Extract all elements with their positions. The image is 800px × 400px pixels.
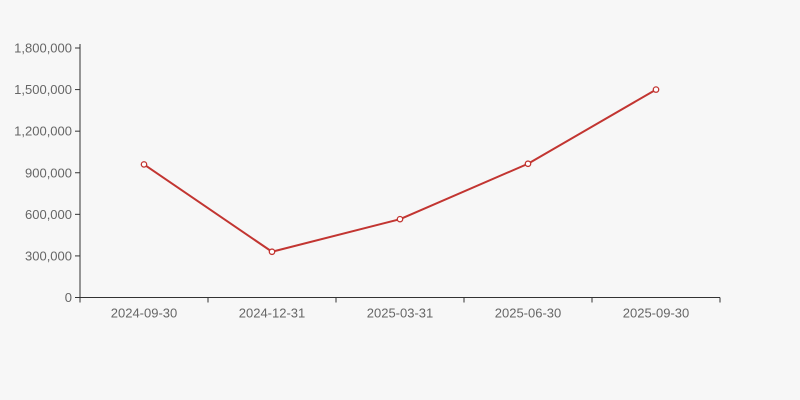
y-axis-tick-label: 1,200,000	[14, 124, 72, 139]
y-axis-tick-label: 1,800,000	[14, 41, 72, 56]
data-point-marker[interactable]	[524, 160, 532, 168]
data-point-marker[interactable]	[652, 86, 660, 93]
y-axis-tick-label: 300,000	[25, 248, 72, 263]
x-axis-tick-label: 2024-09-30	[111, 306, 178, 321]
x-axis-tick-label: 2024-12-31	[239, 306, 306, 321]
data-point-marker[interactable]	[396, 215, 404, 223]
series-line	[143, 88, 657, 253]
data-point-marker[interactable]	[268, 248, 276, 256]
x-axis-tick-label: 2025-09-30	[623, 306, 690, 321]
x-axis-tick-label: 2025-06-30	[495, 306, 562, 321]
x-axis-tick-label: 2025-03-31	[367, 306, 434, 321]
y-axis-tick-label: 0	[65, 290, 72, 305]
y-axis-tick-label: 900,000	[25, 165, 72, 180]
y-axis-tick-label: 600,000	[25, 207, 72, 222]
data-point-marker[interactable]	[140, 161, 148, 168]
y-axis-tick-label: 1,500,000	[14, 82, 72, 97]
